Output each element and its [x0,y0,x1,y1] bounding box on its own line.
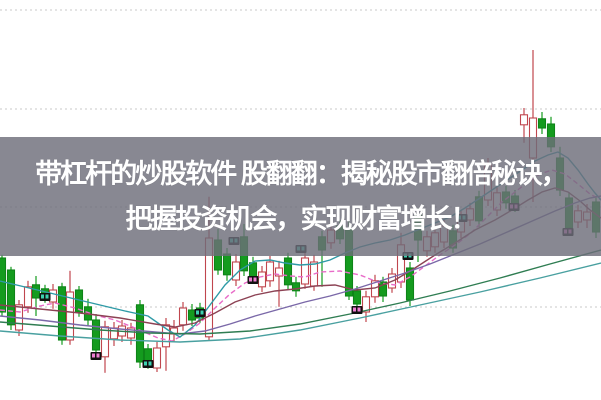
bull-candle-body [300,257,310,285]
bull-candle-body [519,114,529,126]
bull-candle-body [23,286,33,308]
ma-darkgreen-line [0,249,601,335]
bear-candle-body [291,282,301,292]
bull-candle-body [48,289,58,303]
bear-candle-body [6,269,16,326]
bull-candle-body [257,271,267,288]
bear-candle-body [143,348,153,362]
bull-candle-body [161,324,171,348]
bull-candle-body [178,307,188,326]
bull-candle-body [126,327,136,339]
headline-line-1: 带杠杆的炒股软件 股翻翻：揭秘股市翻倍秘诀， [35,158,568,189]
bear-candle-body [0,257,7,313]
signal-marker [351,306,363,314]
bull-candle-body [152,347,162,369]
bear-candle-body [31,284,41,299]
signal-marker [194,309,206,317]
bear-candle-body [537,118,547,129]
bear-candle-body [91,319,101,351]
bull-candle-body [65,291,75,341]
bear-candle-body [248,262,258,278]
signal-marker [90,352,102,360]
signal-marker [39,293,51,301]
headline-line-2: 把握投资机会，实现财富增长！ [125,203,478,234]
headline-overlay-band: 带杠杆的炒股软件 股翻翻：揭秘股市翻倍秘诀， 把握投资机会，实现财富增长！ [0,137,601,256]
signal-marker [247,276,259,284]
bull-candle-body [109,327,119,340]
bear-candle-body [378,281,388,297]
bear-candle-body [187,309,197,321]
bull-candle-body [265,261,275,282]
signal-marker [142,360,154,368]
bear-candle-body [222,253,232,276]
bull-candle-body [274,267,284,277]
bull-candle-body [100,326,110,358]
bull-candle-body [361,296,371,313]
bear-candle-body [135,304,145,363]
bear-candle-body [283,257,293,286]
ma-seagreen-line [0,262,601,343]
bear-candle-body [57,286,67,341]
bear-candle-body [352,290,362,305]
